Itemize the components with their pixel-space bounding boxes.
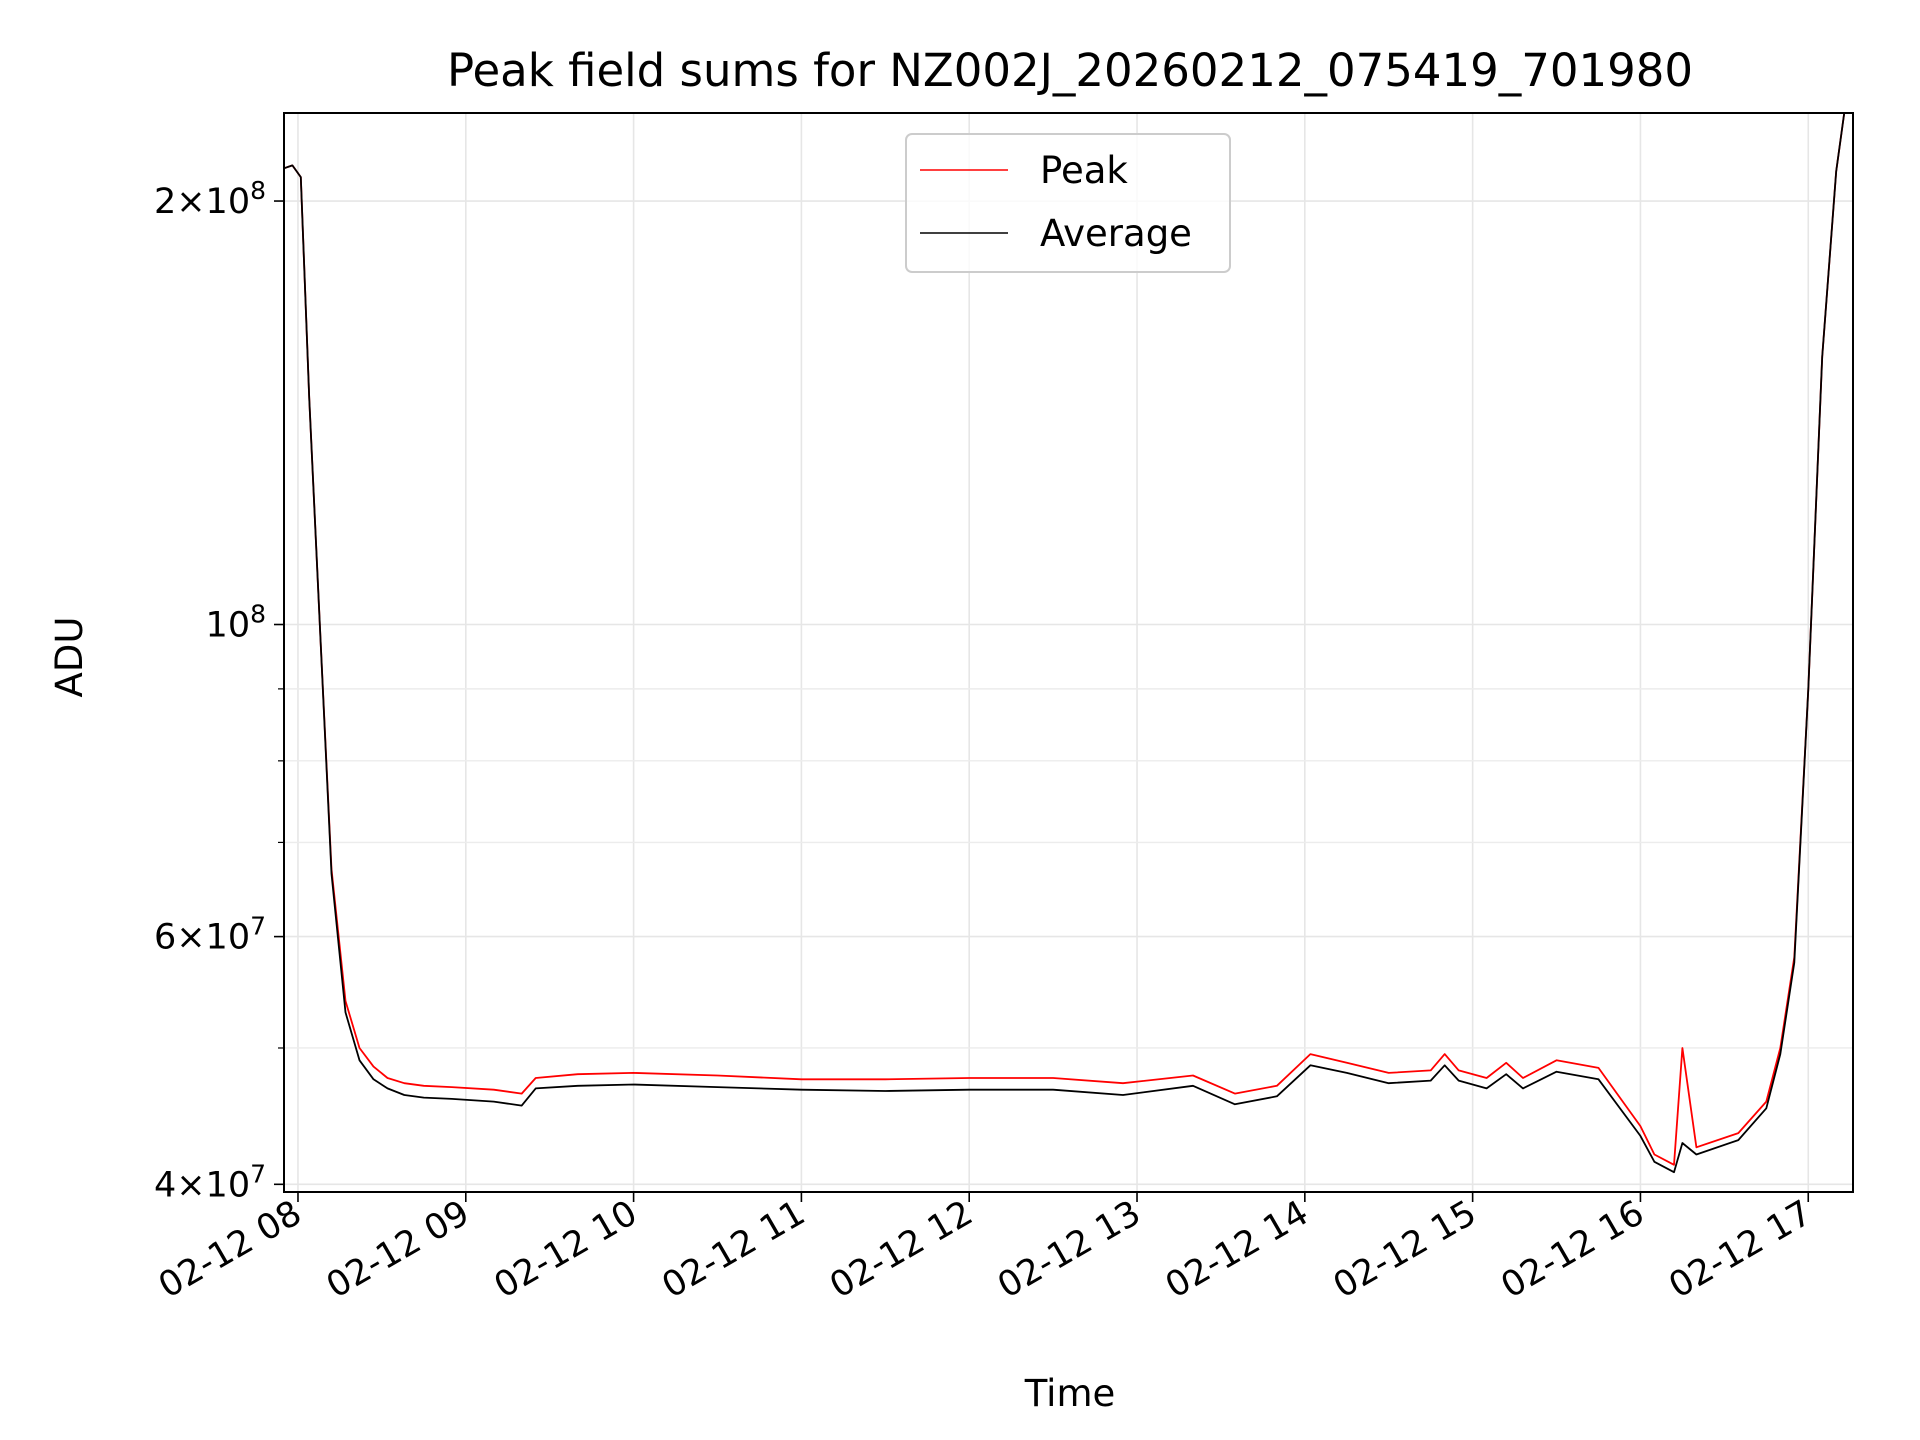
series-line-peak [284,113,1846,1166]
legend-box [905,133,1231,273]
legend: Peak Average [905,133,1231,273]
y-tick-label: 108 [206,600,266,646]
y-tick-label: 4×107 [154,1159,266,1205]
y-axis: 4×107 6×107 108 2×108 [154,176,284,1205]
series-line-average [284,113,1846,1174]
plot-area [284,113,1846,1174]
y-tick-label: 6×107 [154,912,266,958]
legend-label-average: Average [1040,212,1192,255]
x-axis-label: Time [1024,1372,1116,1415]
y-tick-label: 2×108 [154,176,266,222]
y-axis-label: ADU [48,617,91,698]
chart-title: Peak field sums for NZ002J_20260212_0754… [447,44,1693,97]
axes-frame [283,112,1854,1193]
legend-label-peak: Peak [1040,149,1128,192]
